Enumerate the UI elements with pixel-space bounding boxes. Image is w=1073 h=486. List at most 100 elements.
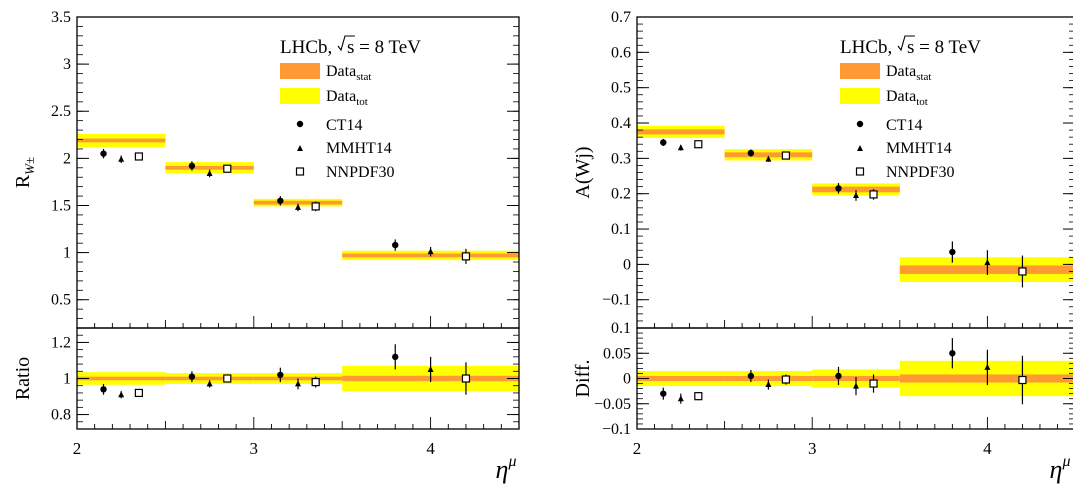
point-nnpdf30 — [461, 252, 471, 261]
y-tick-label: 0.4 — [611, 115, 631, 132]
legend: LHCb, s = 8 TeV Datastat Datatot CT14 MMHT14 N… — [840, 35, 981, 181]
point-nnpdf30 — [311, 202, 320, 211]
point-nnpdf30 — [694, 392, 703, 401]
x-tick-label: 2 — [633, 439, 642, 458]
x-axis-title: ημ — [496, 453, 517, 484]
legend-label-stat: Datastat — [326, 63, 371, 83]
y-tick-label: 0.6 — [611, 44, 631, 61]
y-tick-label: 0.7 — [611, 9, 631, 26]
pad-bottom: 0.8 1 1.2 Ratio — [12, 327, 520, 430]
legend: LHCb, s = 8 TeV Datastat Datatot CT14 MMHT14 N… — [280, 35, 421, 181]
point-nnpdf30 — [694, 140, 703, 149]
x-tick-label: 2 — [73, 439, 82, 458]
y-tick-label: 0 — [623, 371, 631, 388]
y-axis-title: Diff. — [572, 360, 594, 398]
band-stat — [253, 200, 343, 205]
y-tick-label: 0.05 — [603, 345, 631, 362]
band-stat — [637, 129, 725, 135]
y-tick-label: −0.05 — [594, 396, 631, 413]
point-mmht14 — [206, 380, 213, 387]
legend-label-tot: Datatot — [326, 88, 368, 108]
band-stat — [724, 152, 813, 158]
point-ct14 — [100, 386, 107, 393]
x-axis-title: ημ — [1050, 453, 1071, 484]
band-stat — [77, 138, 166, 143]
point-mmht14 — [295, 203, 301, 210]
y-tick-label: 0.5 — [51, 292, 71, 309]
point-nnpdf30 — [134, 152, 143, 161]
point-mmht14 — [427, 365, 434, 372]
legend-marker-mmht14 — [297, 145, 303, 151]
sqrt-sign — [897, 35, 915, 52]
experiment-label: LHCb, — [840, 37, 892, 58]
energy-label: s = 8 TeV — [347, 37, 421, 58]
legend-swatch-tot — [280, 88, 320, 104]
legend-marker-ct14 — [296, 120, 304, 128]
y-tick-label: 0.5 — [611, 80, 631, 97]
point-ct14 — [100, 150, 107, 157]
band-stat — [899, 265, 1073, 274]
point-ct14 — [392, 241, 399, 249]
legend-label-ct14: CT14 — [326, 117, 362, 134]
panel-right: −0.1 0 0.1 0.2 0.3 0.4 0.5 0.6 0.7 A(Wj) −0.1 −0.05… — [572, 9, 1073, 484]
band-stat — [724, 375, 813, 382]
point-ct14 — [747, 149, 755, 157]
legend-marker-nnpdf30 — [855, 167, 865, 176]
point-ct14 — [949, 350, 956, 357]
point-ct14 — [835, 185, 842, 192]
point-ct14 — [660, 390, 667, 397]
point-mmht14 — [853, 191, 859, 198]
legend-label-tot: Datatot — [886, 88, 928, 108]
legend-label-nnpdf30: NNPDF30 — [326, 164, 394, 181]
legend-label-mmht14: MMHT14 — [886, 140, 952, 157]
point-ct14 — [835, 372, 842, 380]
band-stat — [637, 375, 725, 382]
pad-bottom: −0.1 −0.05 0 0.05 0.1 Diff. — [572, 320, 1073, 438]
sqrt-sign — [337, 35, 355, 52]
legend-label-mmht14: MMHT14 — [326, 140, 392, 157]
x-tick-label: 4 — [426, 439, 435, 458]
y-axis-title: RW± — [12, 157, 37, 188]
y-tick-label: 1.5 — [51, 197, 71, 214]
y-axis-title: Ratio — [12, 357, 34, 400]
y-tick-label: 1 — [63, 371, 71, 388]
point-nnpdf30 — [223, 374, 232, 383]
point-mmht14 — [118, 155, 125, 162]
x-tick-label: 3 — [808, 439, 817, 458]
pad-top: 0.5 1 1.5 2 2.5 3 3.5 RW± — [12, 9, 520, 329]
point-ct14 — [660, 139, 667, 146]
legend-label-ct14: CT14 — [886, 117, 922, 134]
point-ct14 — [949, 248, 956, 256]
point-nnpdf30 — [781, 151, 791, 160]
band-stat — [77, 376, 166, 381]
y-axis-title: A(Wj) — [572, 146, 594, 198]
point-nnpdf30 — [461, 374, 471, 383]
y-tick-label: −0.1 — [602, 292, 631, 309]
band-stat — [165, 165, 254, 170]
legend-swatch-stat — [840, 63, 880, 79]
y-tick-label: 2 — [63, 150, 71, 167]
y-tick-label: 0 — [623, 256, 631, 273]
point-nnpdf30 — [1018, 267, 1027, 276]
y-tick-label: 1 — [63, 245, 71, 262]
legend-marker-nnpdf30 — [295, 167, 305, 176]
point-mmht14 — [984, 363, 991, 370]
y-tick-label: 0.8 — [51, 407, 71, 424]
y-tick-label: 0.2 — [611, 186, 631, 203]
point-ct14 — [188, 162, 196, 170]
point-nnpdf30 — [869, 190, 878, 199]
point-mmht14 — [677, 395, 684, 402]
y-tick-label: 3.5 — [51, 9, 71, 26]
point-mmht14 — [765, 381, 772, 388]
experiment-label: LHCb, — [280, 37, 332, 58]
point-mmht14 — [118, 391, 125, 398]
energy-label: s = 8 TeV — [907, 37, 981, 58]
point-nnpdf30 — [869, 379, 878, 388]
band-stat — [812, 186, 900, 193]
y-tick-label: 0.3 — [611, 150, 631, 167]
x-tick-label: 3 — [250, 439, 259, 458]
point-mmht14 — [206, 169, 213, 176]
panel-left: 0.5 1 1.5 2 2.5 3 3.5 RW± 0.8 1 1.2 Ratio 2 3 4 ημ LHCb,… — [12, 9, 520, 484]
point-mmht14 — [984, 259, 991, 266]
